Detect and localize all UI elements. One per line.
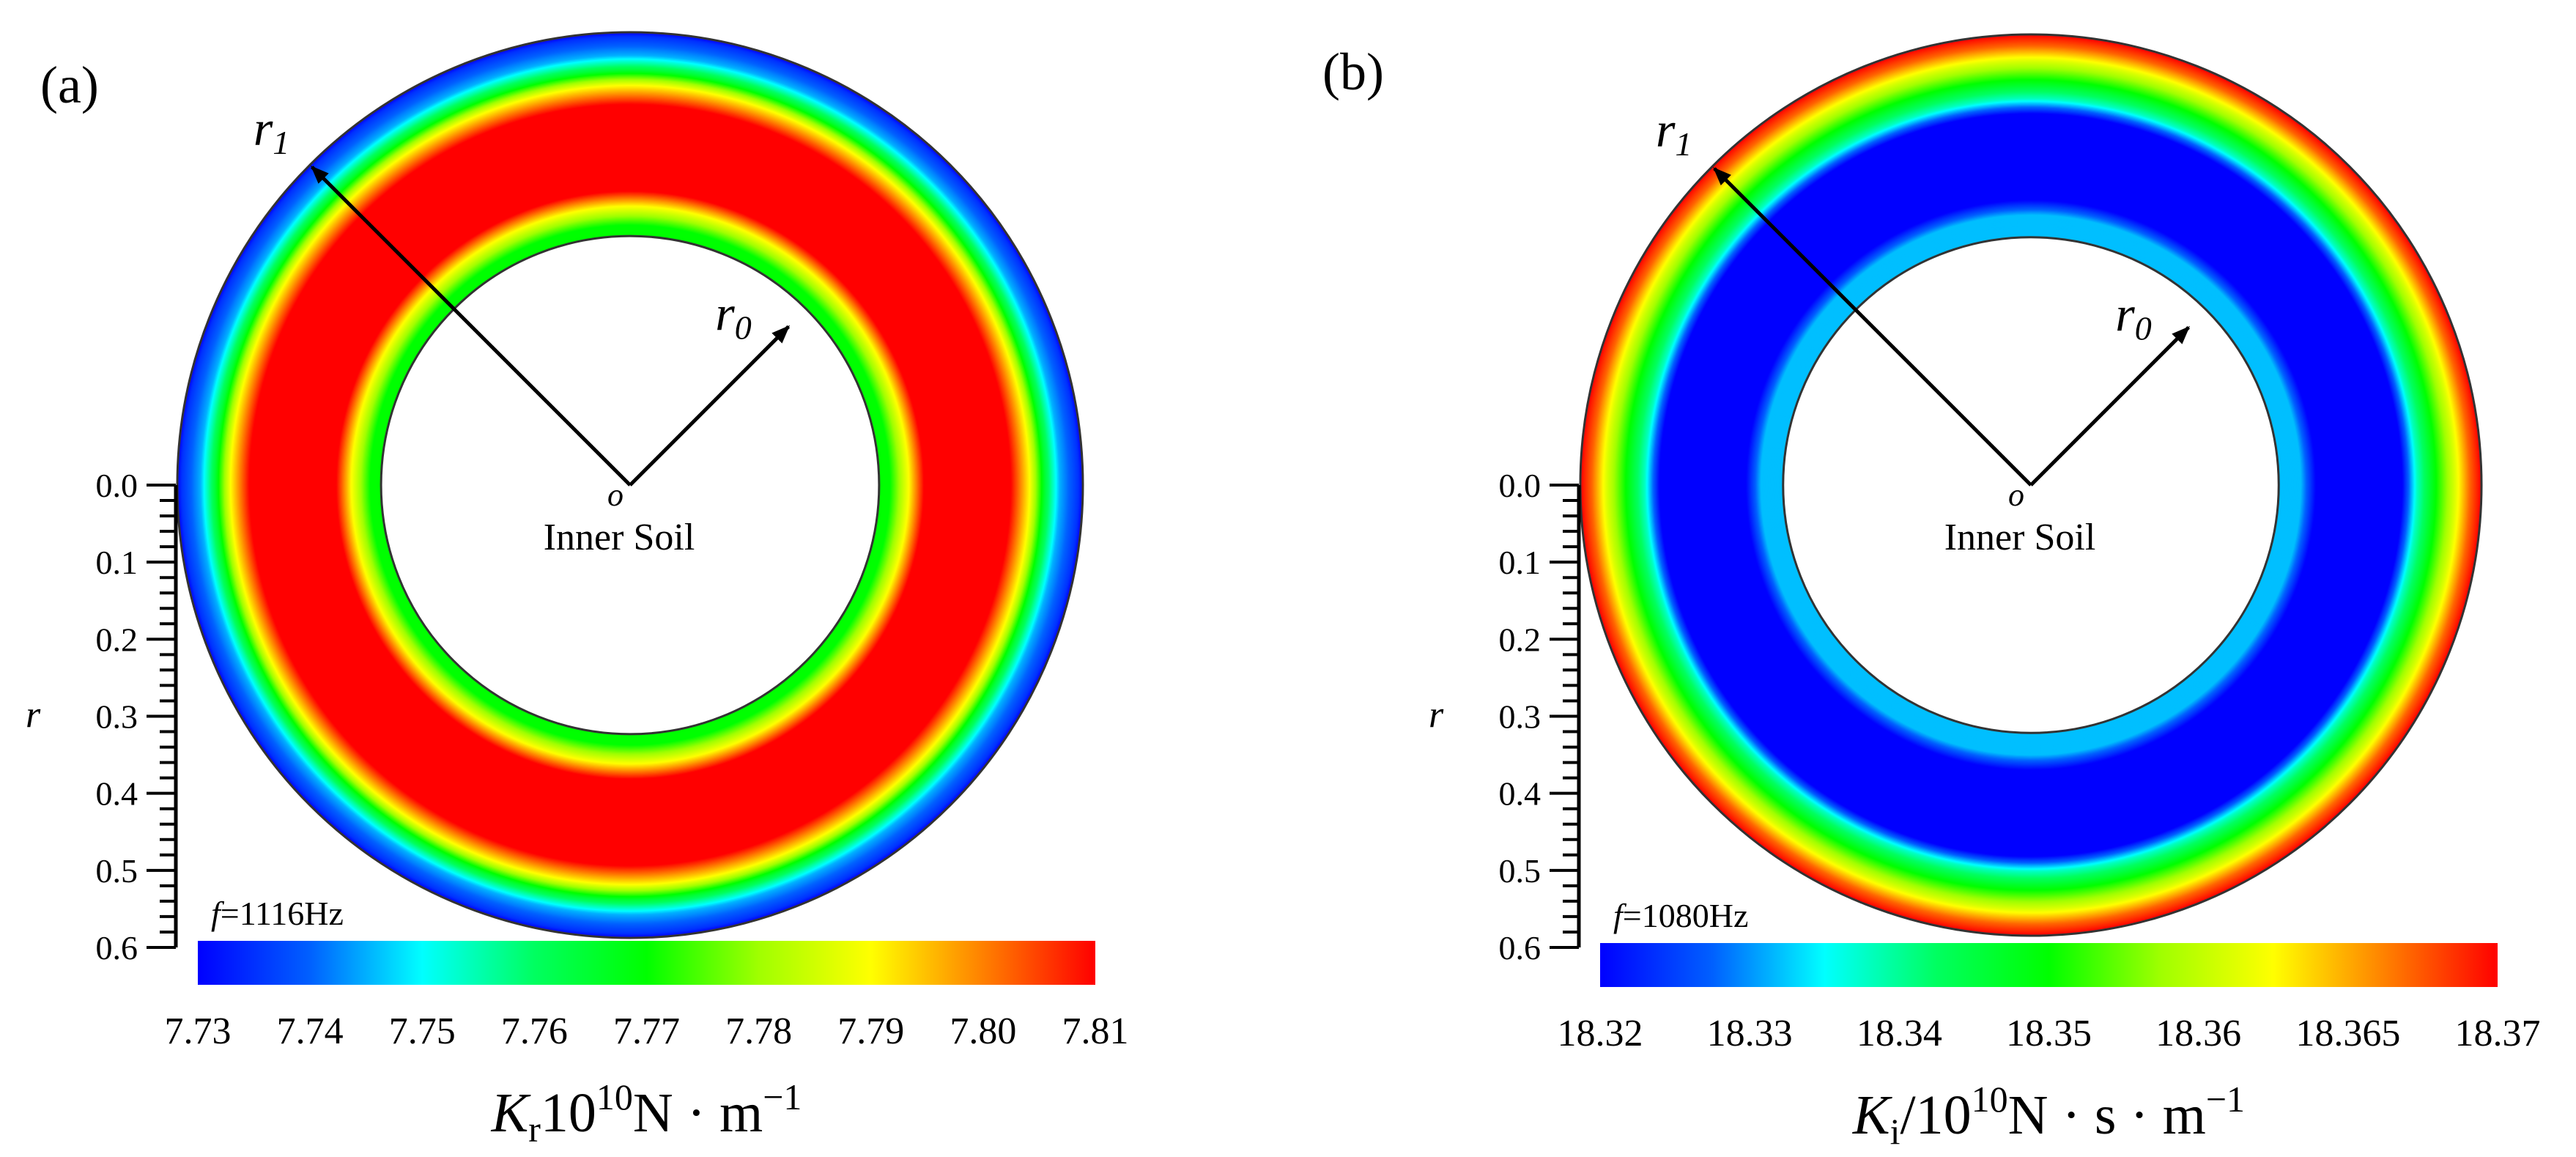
- colorbar-tick-label: 7.81: [1062, 1010, 1129, 1052]
- colorbar-title: Ki/1010N · s · m−1: [1852, 1079, 2245, 1152]
- colorbar-tick-label: 7.79: [837, 1010, 904, 1052]
- r-axis-label: r: [1429, 695, 1444, 736]
- colorbar-tick-label: 7.78: [725, 1010, 792, 1052]
- axis-tick-label: 0.5: [96, 852, 138, 890]
- r1-label: r1: [253, 100, 289, 161]
- colorbar-tick-label: 18.35: [2006, 1013, 2092, 1054]
- colorbar-tick-label: 18.36: [2155, 1013, 2241, 1054]
- colorbar: [1600, 943, 2498, 987]
- axis-tick-label: 0.4: [96, 775, 138, 813]
- vector-r1: r1: [253, 100, 632, 487]
- r-axis-label: r: [26, 695, 41, 736]
- colorbar: [198, 941, 1095, 985]
- axis-tick-label: 0.6: [96, 929, 138, 966]
- colorbar-tick-label: 18.365: [2295, 1013, 2400, 1054]
- r0-label: r0: [2115, 287, 2151, 347]
- frequency-label: f=1080Hz: [1613, 897, 1748, 934]
- colorbar-tick-label: 18.33: [1707, 1013, 1793, 1054]
- colorbar-ticks: 18.32 18.33 18.34 18.35 18.36 18.365 18.37: [1558, 1013, 2541, 1054]
- colorbar-tick-label: 18.37: [2455, 1013, 2541, 1054]
- origin-label: o: [2008, 477, 2024, 513]
- colorbar-tick-label: 7.76: [501, 1010, 568, 1052]
- axis-tick-label: 0.3: [96, 698, 138, 736]
- vector-r0: r0: [629, 286, 791, 487]
- colorbar-tick-label: 18.34: [1857, 1013, 1942, 1054]
- colorbar-tick-label: 7.75: [389, 1010, 456, 1052]
- colorbar-tick-label: 7.74: [277, 1010, 344, 1052]
- inner-soil-label: Inner Soil: [1944, 517, 2096, 558]
- inner-soil-label: Inner Soil: [544, 517, 695, 558]
- axis-tick-label: 0.2: [96, 621, 138, 658]
- r-axis: 0.0 0.1 0.2 0.3 0.4 0.5 0.6: [1499, 467, 1581, 966]
- r1-label: r1: [1656, 102, 1692, 163]
- colorbar-title: Kr1010N · m−1: [491, 1076, 802, 1150]
- axis-tick-label: 0.0: [96, 467, 138, 504]
- axis-tick-label: 0.1: [96, 544, 138, 581]
- axis-tick-label: 0.6: [1499, 929, 1541, 966]
- r-axis: 0.0 0.1 0.2 0.3 0.4 0.5 0.6: [96, 467, 178, 966]
- axis-tick-label: 0.5: [1499, 852, 1541, 890]
- vector-r0: r0: [2029, 287, 2191, 487]
- frequency-label: f=1116Hz: [211, 895, 344, 932]
- panel-label: (b): [1322, 42, 1384, 101]
- colorbar-tick-label: 18.32: [1558, 1013, 1643, 1054]
- axis-tick-label: 0.4: [1499, 775, 1541, 813]
- axis-tick-label: 0.3: [1499, 698, 1541, 736]
- colorbar-tick-label: 7.77: [613, 1010, 680, 1052]
- panel-b: (b) r1 r0 o Inner Soil 0.00.10.20.30.40.…: [1322, 33, 2541, 1152]
- panel-label: (a): [40, 56, 99, 114]
- panel-a: (a) r1 r0 o Inner Soil 0.00.10.20.30.40.…: [26, 31, 1129, 1150]
- colorbar-tick-label: 7.73: [165, 1010, 232, 1052]
- origin-label: o: [607, 477, 623, 513]
- vector-r1: r1: [1656, 102, 2032, 487]
- axis-tick-label: 0.0: [1499, 467, 1541, 504]
- axis-tick-label: 0.2: [1499, 621, 1541, 658]
- r0-label: r0: [715, 286, 751, 347]
- colorbar-tick-label: 7.80: [950, 1010, 1016, 1052]
- axis-tick-label: 0.1: [1499, 544, 1541, 581]
- colorbar-ticks: 7.73 7.74 7.75 7.76 7.77 7.78 7.79 7.80 7.81: [165, 1010, 1129, 1052]
